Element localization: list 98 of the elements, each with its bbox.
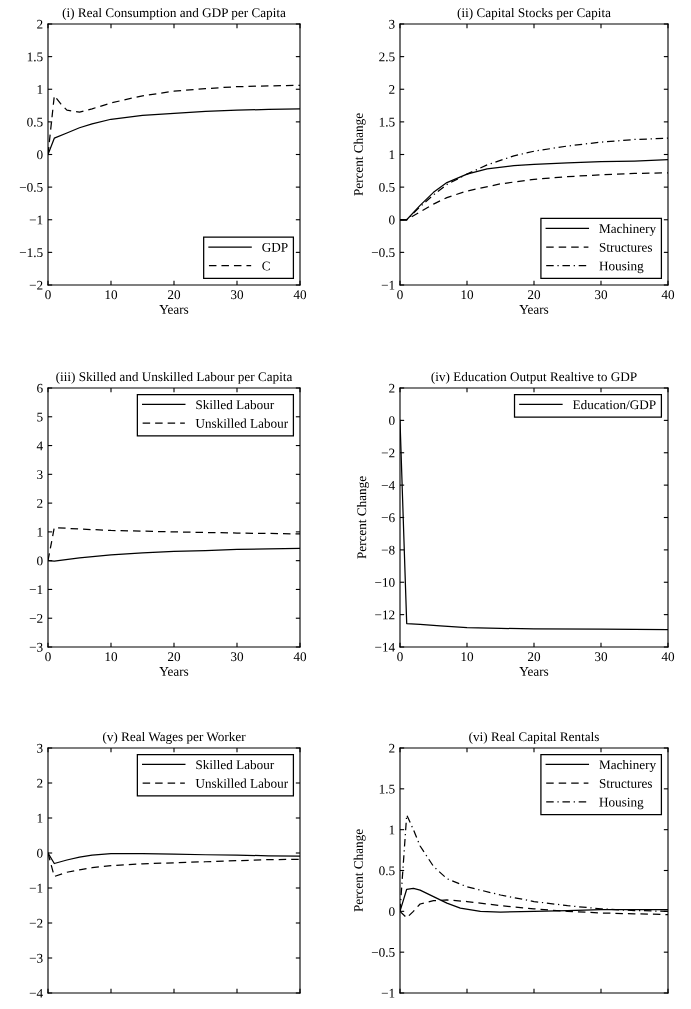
x-tick-label: 40 <box>293 290 307 300</box>
legend-label: Unskilled Labour <box>195 778 289 788</box>
y-tick-label: −10 <box>375 578 395 587</box>
legend-label: Unskilled Labour <box>195 418 289 428</box>
y-tick-label: 3 <box>37 743 43 753</box>
y-tick-label: 2 <box>37 498 43 508</box>
legend-label: GDP <box>262 242 288 252</box>
chart-title: (iii) Skilled and Unskilled Labour per Capita <box>56 371 293 384</box>
y-tick-label: 2 <box>389 85 395 94</box>
y-tick-label: 0 <box>37 848 43 858</box>
x-tick-label: 0 <box>397 290 403 300</box>
y-tick-label: −1 <box>29 215 43 225</box>
x-axis-title: Years <box>159 667 189 676</box>
y-tick-label: −2 <box>29 614 43 623</box>
legend-label: Housing <box>599 797 644 810</box>
x-tick-label: 40 <box>661 290 675 300</box>
y-tick-label: 4 <box>36 441 43 451</box>
y-tick-label: −8 <box>381 545 395 555</box>
y-tick-label: 1 <box>389 825 395 835</box>
y-tick-label: 0 <box>389 215 395 225</box>
y-tick-label: 5 <box>37 412 43 422</box>
legend-label: C <box>262 261 270 271</box>
y-tick-label: −4 <box>381 481 395 490</box>
y-tick-label: −4 <box>29 988 43 998</box>
x-tick-label: 0 <box>45 290 51 300</box>
legend-label: Structures <box>599 779 652 788</box>
legend-label: Education/GDP <box>572 399 656 410</box>
y-tick-label: −1 <box>29 585 43 595</box>
y-tick-label: −0.5 <box>19 182 43 192</box>
y-tick-label: −1 <box>381 280 395 290</box>
y-tick-label: 6 <box>37 383 43 393</box>
legend-label: Machinery <box>599 759 657 772</box>
x-tick-label: 10 <box>105 290 118 300</box>
x-tick-label: 30 <box>231 652 244 662</box>
x-axis-title: Years <box>519 305 549 314</box>
legend-label: Skilled Labour <box>196 759 275 770</box>
x-tick-label: 0 <box>45 652 51 662</box>
legend-label: Skilled Labour <box>196 399 275 410</box>
y-tick-label: −2 <box>29 918 43 928</box>
x-tick-label: 10 <box>461 652 474 662</box>
chart-title: (ii) Capital Stocks per Capita <box>457 7 611 20</box>
y-tick-label: −1 <box>29 883 43 893</box>
chart-title: (v) Real Wages per Worker <box>102 731 246 744</box>
y-tick-label: 1 <box>37 813 43 823</box>
y-tick-label: 1.5 <box>27 52 43 62</box>
y-tick-label: 1.5 <box>379 784 395 794</box>
x-tick-label: 20 <box>527 652 541 662</box>
x-tick-label: 40 <box>661 652 675 662</box>
y-tick-label: 0.5 <box>27 117 43 127</box>
y-tick-label: 0 <box>389 907 395 917</box>
y-tick-label: 2 <box>37 778 43 788</box>
y-tick-label: −14 <box>375 642 395 652</box>
x-tick-label: 30 <box>595 290 608 300</box>
y-tick-label: −6 <box>381 513 395 523</box>
legend-label: Machinery <box>599 223 657 236</box>
x-axis-title: Years <box>159 305 189 314</box>
y-tick-label: 0 <box>37 556 43 566</box>
y-tick-label: −0.5 <box>371 947 395 957</box>
x-tick-label: 20 <box>167 652 181 662</box>
chart-title: (vi) Real Capital Rentals <box>469 731 599 744</box>
x-tick-label: 30 <box>231 290 244 300</box>
y-tick-label: −3 <box>29 953 43 963</box>
legend-label: Housing <box>599 261 644 274</box>
y-tick-label: 0.5 <box>379 182 395 192</box>
x-axis-title: Years <box>519 667 549 676</box>
legend-label: Structures <box>599 242 652 252</box>
x-tick-label: 10 <box>461 290 474 300</box>
x-tick-label: 20 <box>167 290 181 300</box>
y-tick-label: 0.5 <box>379 866 395 876</box>
x-tick-label: 40 <box>293 652 307 662</box>
y-tick-label: −2 <box>381 448 395 458</box>
x-tick-label: 30 <box>595 652 608 662</box>
y-tick-label: −1 <box>381 988 395 998</box>
y-tick-label: 1.5 <box>379 117 395 127</box>
y-tick-label: −1.5 <box>19 248 43 258</box>
y-tick-label: 2.5 <box>379 52 395 62</box>
y-tick-label: 3 <box>389 19 395 29</box>
y-tick-label: −0.5 <box>371 248 395 258</box>
y-tick-label: 0 <box>37 150 43 160</box>
chart-title: (iv) Education Output Realtive to GDP <box>431 371 637 384</box>
y-tick-label: −3 <box>29 642 43 652</box>
chart-title: (i) Real Consumption and GDP per Capita <box>62 7 286 20</box>
x-tick-label: 0 <box>397 652 403 662</box>
y-tick-label: 2 <box>389 383 395 393</box>
x-tick-label: 20 <box>527 290 541 300</box>
y-tick-label: −2 <box>29 280 43 290</box>
y-axis-title: Percent Change <box>353 113 366 196</box>
y-tick-label: −12 <box>375 610 395 620</box>
y-tick-label: 2 <box>37 19 43 29</box>
y-tick-label: 1 <box>389 150 395 160</box>
y-axis-title: Percent Change <box>353 829 366 912</box>
y-axis-title: Percent Change <box>356 476 369 559</box>
y-tick-label: 2 <box>389 743 395 753</box>
y-tick-label: 3 <box>37 470 43 480</box>
y-tick-label: 0 <box>389 416 395 426</box>
x-tick-label: 10 <box>105 652 118 662</box>
y-tick-label: 1 <box>37 527 43 537</box>
y-tick-label: 1 <box>37 85 43 94</box>
